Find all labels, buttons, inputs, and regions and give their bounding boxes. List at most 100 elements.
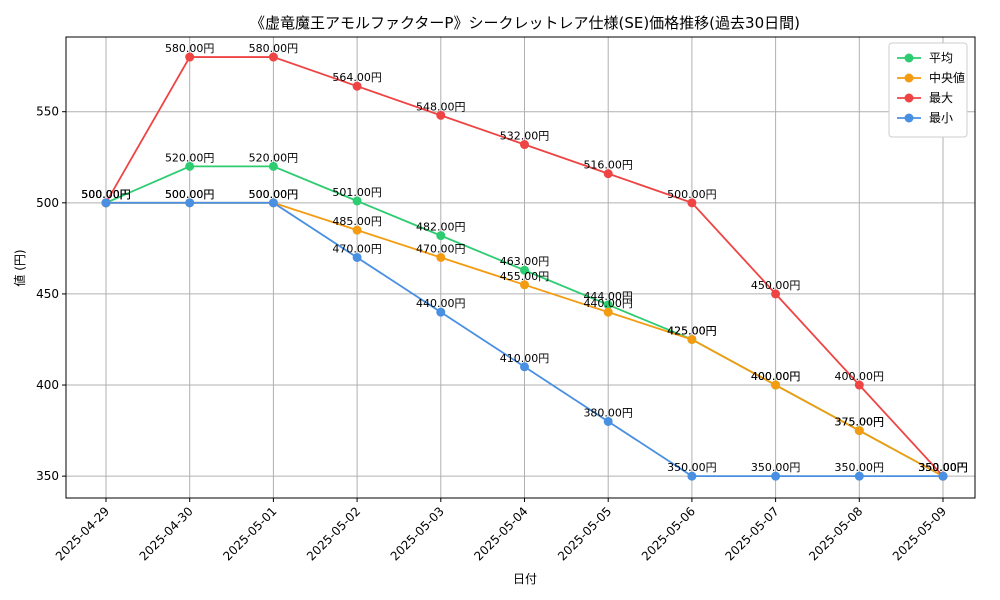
- data-point: [436, 231, 446, 241]
- y-axis-label: 値 (円): [12, 249, 27, 286]
- x-tick-label: 2025-05-02: [304, 504, 363, 563]
- data-point: [603, 169, 613, 179]
- data-label: 444.00円: [583, 290, 633, 303]
- data-point: [603, 416, 613, 426]
- data-label: 500.00円: [249, 188, 299, 201]
- data-point: [352, 196, 362, 206]
- data-label: 400.00円: [751, 370, 801, 383]
- y-tick-label: 450: [36, 287, 59, 301]
- x-tick-label: 2025-05-08: [806, 504, 865, 563]
- data-label: 564.00円: [332, 71, 382, 84]
- data-label: 380.00円: [583, 406, 633, 419]
- data-label: 520.00円: [249, 151, 299, 164]
- data-label: 470.00円: [416, 242, 466, 255]
- data-point: [854, 380, 864, 390]
- data-label: 400.00円: [835, 370, 885, 383]
- data-point: [687, 334, 697, 344]
- data-label: 500.00円: [81, 188, 131, 201]
- data-point: [520, 362, 529, 372]
- data-point: [854, 471, 864, 481]
- data-point: [185, 161, 195, 171]
- data-label: 410.00円: [500, 352, 550, 365]
- x-tick-label: 2025-05-07: [723, 504, 782, 563]
- data-point: [771, 380, 781, 390]
- legend-label: 平均: [929, 51, 953, 65]
- data-point: [938, 471, 948, 481]
- x-tick-label: 2025-04-30: [137, 504, 196, 563]
- x-tick-label: 2025-05-09: [890, 504, 949, 563]
- data-point: [185, 198, 195, 208]
- legend-swatch-marker: [904, 113, 914, 123]
- data-label: 350.00円: [918, 461, 968, 474]
- data-label: 580.00円: [165, 42, 215, 55]
- data-point: [771, 289, 781, 299]
- data-point: [436, 252, 446, 262]
- data-point: [687, 471, 697, 481]
- x-axis-label: 日付: [513, 572, 537, 586]
- data-point: [352, 252, 362, 262]
- plot-frame: [65, 36, 976, 499]
- data-label: 350.00円: [835, 461, 885, 474]
- data-point: [854, 426, 864, 436]
- chart-title: 《虚竜魔王アモルファクターP》シークレットレア仕様(SE)価格推移(過去30日間…: [250, 14, 800, 32]
- data-point: [268, 161, 278, 171]
- series-lines: [101, 52, 948, 481]
- legend-swatch-marker: [904, 73, 914, 83]
- data-label: 350.00円: [667, 461, 717, 474]
- data-point: [771, 471, 781, 481]
- data-label: 350.00円: [918, 461, 968, 474]
- data-point: [520, 280, 529, 290]
- data-label: 375.00円: [835, 416, 885, 429]
- data-label: 455.00円: [500, 270, 550, 283]
- data-label: 375.00円: [835, 416, 885, 429]
- data-label: 500.00円: [165, 188, 215, 201]
- legend-label: 最小: [929, 111, 953, 125]
- data-point: [185, 52, 195, 62]
- data-labels: 500.00円 520.00円 520.00円 501.00円 482.00円 463.0…: [81, 42, 968, 474]
- data-label: 516.00円: [583, 159, 633, 172]
- data-label: 482.00円: [416, 221, 466, 234]
- data-label: 425.00円: [667, 324, 717, 337]
- data-label: 520.00円: [165, 151, 215, 164]
- y-tick-label: 500: [36, 196, 59, 210]
- data-label: 500.00円: [165, 188, 215, 201]
- y-tick-label: 400: [36, 378, 59, 392]
- data-point: [268, 52, 278, 62]
- legend-label: 最大: [929, 91, 953, 105]
- x-tick-label: 2025-04-29: [53, 504, 112, 563]
- data-point: [603, 307, 613, 317]
- data-label: 350.00円: [918, 461, 968, 474]
- data-point: [687, 198, 697, 208]
- legend-label: 中央値: [929, 70, 965, 85]
- data-label: 548.00円: [416, 100, 466, 113]
- data-label: 485.00円: [332, 215, 382, 228]
- legend-box: [888, 42, 968, 138]
- legend-swatch-marker: [904, 53, 914, 63]
- y-tick-label: 350: [36, 469, 59, 483]
- data-point: [352, 81, 362, 91]
- x-tick-label: 2025-05-06: [639, 504, 698, 563]
- data-label: 500.00円: [81, 188, 131, 201]
- x-tick-label: 2025-05-03: [388, 504, 447, 563]
- data-point: [352, 225, 362, 235]
- data-label: 425.00円: [667, 324, 717, 337]
- data-label: 350.00円: [751, 461, 801, 474]
- legend-swatch-marker: [904, 93, 914, 103]
- data-point: [101, 198, 111, 208]
- data-point: [436, 110, 446, 120]
- data-label: 500.00円: [249, 188, 299, 201]
- data-label: 500.00円: [667, 188, 717, 201]
- data-label: 440.00円: [416, 297, 466, 310]
- y-tick-label: 550: [36, 105, 59, 119]
- data-label: 580.00円: [249, 42, 299, 55]
- x-tick-label: 2025-05-01: [220, 504, 279, 563]
- data-point: [268, 198, 278, 208]
- data-label: 500.00円: [81, 188, 131, 201]
- data-point: [436, 307, 446, 317]
- data-label: 501.00円: [332, 186, 382, 199]
- data-label: 470.00円: [332, 242, 382, 255]
- data-label: 532.00円: [500, 130, 550, 143]
